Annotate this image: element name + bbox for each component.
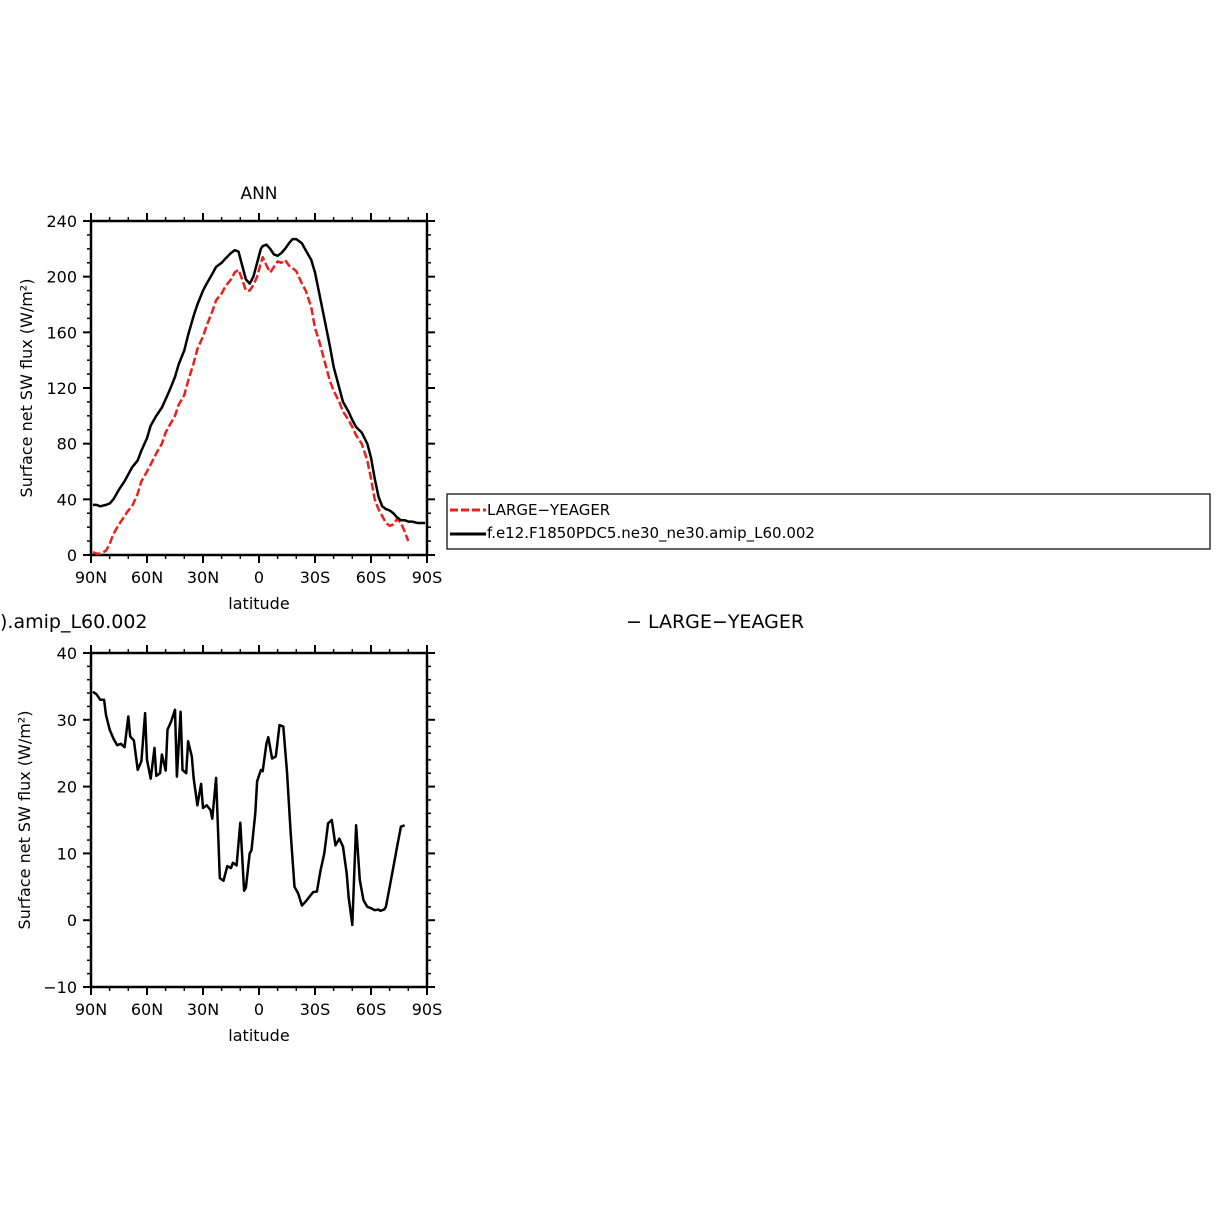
bottom-y-tick-labels: −10 0 10 20 30 40 [43,644,77,997]
legend-label-large-yeager: LARGE−YEAGER [487,501,610,519]
top-panel-title: ANN [240,184,277,204]
top-axis-ticks [83,213,435,563]
bottom-y-tick-label: −10 [43,978,77,997]
top-series-line-0 [92,255,410,555]
bottom-y-tick-label: 0 [67,911,77,930]
top-x-tick-label: 30N [187,568,219,587]
top-x-tick-label: 30S [300,568,331,587]
top-x-axis-label: latitude [228,594,289,613]
bottom-y-tick-label: 20 [57,778,77,797]
bottom-y-tick-label: 30 [57,711,77,730]
legend-label-model: f.e12.F1850PDC5.ne30_ne30.amip_L60.002 [487,524,815,543]
top-y-tick-label: 160 [46,323,77,342]
legend: LARGE−YEAGER f.e12.F1850PDC5.ne30_ne30.a… [446,493,1211,550]
bottom-panel-title: ).amip_L60.002 [0,611,148,633]
bottom-x-tick-labels: 90N 60N 30N 0 30S 60S 90S [75,1000,442,1019]
bottom-y-axis-label: Surface net SW flux (W/m²) [15,711,34,930]
bottom-y-tick-label: 40 [57,644,77,663]
legend-box [446,493,1211,550]
top-x-tick-label: 60S [356,568,387,587]
bottom-panel: ).amip_L60.002 − LARGE−YEAGER 90N 60N 30N 0… [0,611,804,1045]
bottom-y-tick-label: 10 [57,844,77,863]
bottom-x-tick-label: 30S [300,1000,331,1019]
bottom-series-line-0 [92,690,406,927]
top-series-line-1 [92,237,426,525]
top-panel: ANN 90N 60N 30N 0 30S 60S 90S 0 40 80 120 160 200 24… [17,184,442,613]
top-y-tick-label: 200 [46,268,77,287]
bottom-plot-frame [89,651,429,989]
top-y-tick-label: 40 [57,490,77,509]
top-y-tick-label: 240 [46,212,77,231]
top-y-tick-labels: 0 40 80 120 160 200 240 [46,212,77,565]
bottom-x-axis-label: latitude [228,1026,289,1045]
top-x-tick-label: 90S [412,568,443,587]
top-series-lines [92,237,426,555]
top-y-tick-label: 120 [46,379,77,398]
top-x-tick-label: 90N [75,568,107,587]
top-y-tick-label: 80 [57,435,77,454]
bottom-x-tick-label: 60N [131,1000,163,1019]
top-x-tick-label: 60N [131,568,163,587]
bottom-panel-subtitle: − LARGE−YEAGER [626,611,804,633]
bottom-axis-ticks [83,645,435,995]
top-x-tick-labels: 90N 60N 30N 0 30S 60S 90S [75,568,442,587]
bottom-x-tick-label: 30N [187,1000,219,1019]
bottom-series-lines [92,690,406,927]
top-y-axis-label: Surface net SW flux (W/m²) [17,279,36,498]
bottom-x-tick-label: 90N [75,1000,107,1019]
bottom-x-tick-label: 0 [254,1000,264,1019]
top-x-tick-label: 0 [254,568,264,587]
bottom-x-tick-label: 60S [356,1000,387,1019]
top-y-tick-label: 0 [67,546,77,565]
bottom-x-tick-label: 90S [412,1000,443,1019]
